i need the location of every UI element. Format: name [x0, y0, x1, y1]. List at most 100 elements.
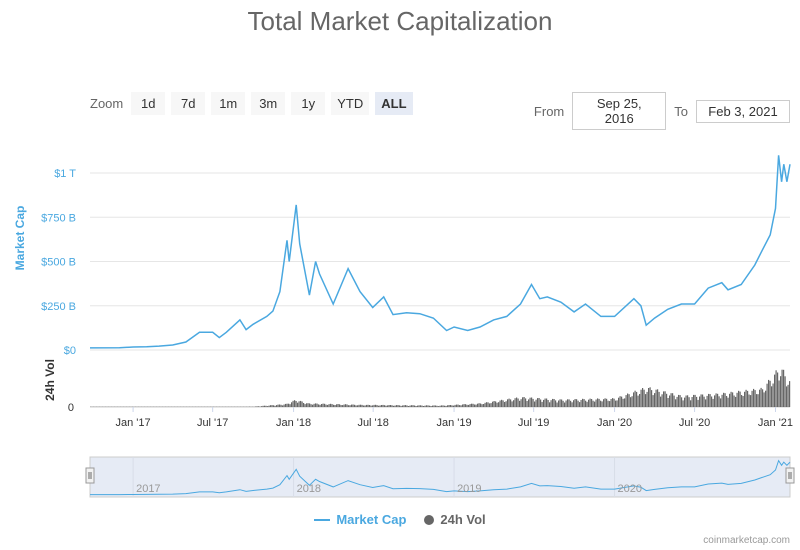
navigator[interactable]: 2017 2018 2019 2020: [85, 456, 795, 498]
volume-bar: [369, 405, 371, 407]
volume-bar: [780, 376, 782, 407]
volume-bar: [678, 394, 680, 407]
volume-bar: [681, 397, 683, 407]
volume-bar: [747, 390, 749, 407]
volume-bar: [769, 380, 771, 407]
volume-bar: [427, 405, 429, 407]
volume-bar: [729, 393, 731, 407]
volume-bar: [673, 395, 675, 407]
volume-bar: [760, 387, 762, 407]
zoom-1m-button[interactable]: 1m: [211, 92, 246, 115]
to-date-input[interactable]: Feb 3, 2021: [696, 99, 790, 123]
volume-bar: [721, 394, 723, 407]
zoom-7d-button[interactable]: 7d: [171, 92, 206, 115]
zoom-1d-button[interactable]: 1d: [131, 92, 166, 115]
navigator-tick-label: 2020: [618, 483, 642, 495]
volume-bar: [537, 398, 539, 407]
volume-bar: [301, 401, 303, 407]
volume-bar: [441, 405, 443, 407]
volume-bar: [789, 381, 791, 407]
volume-bar: [507, 399, 509, 407]
volume-bar: [357, 405, 359, 407]
volume-bar: [373, 404, 375, 407]
volume-bar: [457, 404, 459, 407]
volume-bar: [516, 397, 518, 407]
volume-bar: [763, 392, 765, 407]
volume-bar: [781, 369, 783, 407]
volume-bar: [733, 395, 735, 407]
zoom-all-button[interactable]: ALL: [375, 92, 413, 115]
volume-bar: [654, 393, 656, 407]
volume-bar: [574, 399, 576, 407]
volume-bar: [672, 393, 674, 407]
volume-bar: [591, 399, 593, 407]
legend-volume[interactable]: 24h Vol: [424, 512, 486, 527]
zoom-controls: Zoom 1d 7d 1m 3m 1y YTD ALL: [90, 92, 413, 115]
zoom-3m-button[interactable]: 3m: [251, 92, 286, 115]
volume-bar: [291, 402, 293, 407]
volume-bar: [759, 389, 761, 407]
volume-bar: [754, 390, 756, 407]
volume-bar: [450, 405, 452, 407]
volume-bar: [607, 400, 609, 407]
volume-bar: [286, 403, 288, 407]
legend-dot-icon: [424, 514, 435, 525]
volume-bar: [585, 400, 587, 407]
volume-bar: [750, 395, 752, 407]
volume-bar: [604, 398, 606, 407]
from-label: From: [533, 103, 565, 119]
navigator-right-handle[interactable]: [785, 467, 795, 484]
volume-bar: [517, 398, 519, 407]
zoom-1y-button[interactable]: 1y: [291, 92, 326, 115]
volume-bar: [511, 401, 513, 407]
volume-bar: [652, 395, 654, 407]
volume-bar: [766, 383, 768, 407]
volume-bar: [330, 403, 332, 407]
credits-link[interactable]: coinmarketcap.com: [703, 535, 790, 546]
volume-bar: [391, 405, 393, 407]
volume-bar: [771, 386, 773, 407]
volume-bar: [606, 398, 608, 407]
volume-axis-tick-0: 0: [68, 402, 74, 414]
volume-bar: [343, 404, 345, 407]
volume-bar: [532, 398, 534, 407]
volume-bar: [300, 400, 302, 407]
volume-bar: [372, 405, 374, 407]
volume-bar: [633, 392, 635, 407]
volume-bar: [312, 404, 314, 407]
volume-bar: [757, 394, 759, 407]
volume-bar: [256, 406, 258, 407]
volume-bar: [736, 392, 738, 407]
zoom-ytd-button[interactable]: YTD: [331, 92, 370, 115]
volume-bar: [738, 390, 740, 407]
volume-bar: [364, 405, 366, 407]
volume-bar: [699, 396, 701, 407]
volume-bar: [498, 402, 500, 407]
volume-bar: [739, 391, 741, 407]
volume-bar: [538, 398, 540, 407]
volume-bar: [753, 388, 755, 407]
volume-bar: [706, 395, 708, 407]
y-tick-label: $1 T: [54, 168, 76, 180]
volume-bar: [366, 404, 368, 407]
volume-bar: [376, 405, 378, 407]
volume-bar: [510, 399, 512, 407]
volume-bar: [612, 398, 614, 407]
volume-bar: [316, 403, 318, 407]
volume-bar: [664, 391, 666, 407]
from-date-input[interactable]: Sep 25, 2016: [572, 92, 667, 130]
volume-bar: [259, 406, 261, 407]
volume-bar: [333, 404, 335, 407]
volume-bar: [724, 393, 726, 407]
volume-bar: [657, 389, 659, 407]
volume-bar: [490, 403, 492, 407]
volume-bar: [454, 404, 456, 407]
volume-bar: [523, 397, 525, 407]
navigator-left-handle[interactable]: [85, 467, 95, 484]
volume-bar: [459, 405, 461, 407]
volume-bar: [600, 400, 602, 407]
legend-market-cap[interactable]: Market Cap: [314, 512, 406, 527]
y-tick-label: $0: [64, 345, 76, 357]
x-tick-label: Jan '21: [758, 417, 793, 429]
volume-bar: [472, 403, 474, 407]
